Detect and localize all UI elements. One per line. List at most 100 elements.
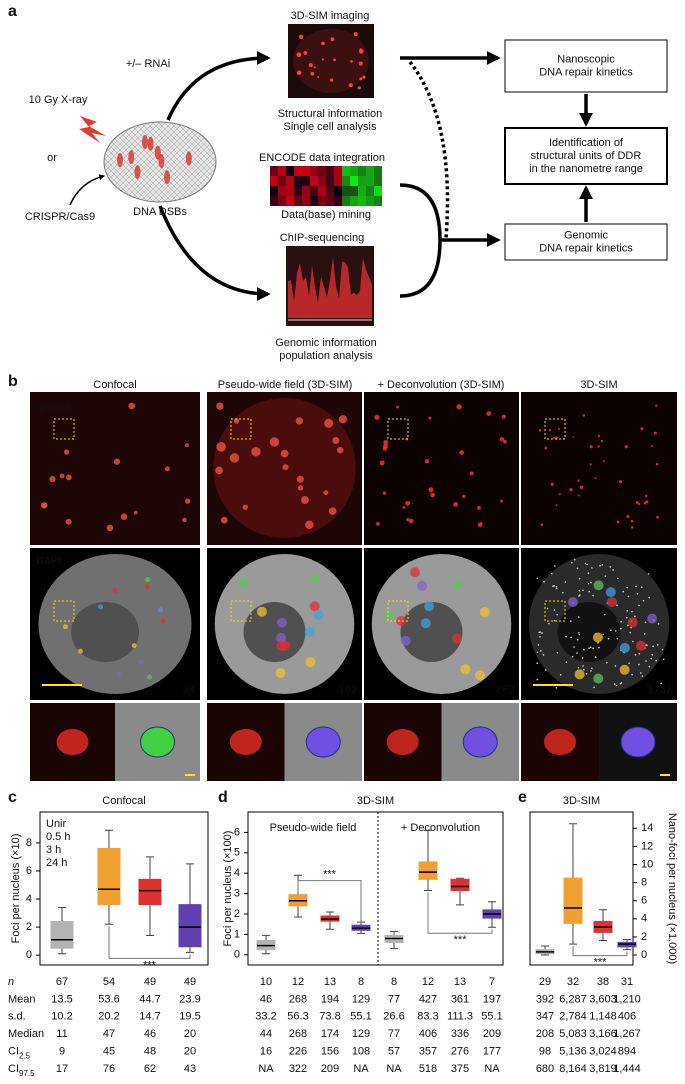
segmented-focus: [619, 642, 630, 653]
chromatin-dot: [578, 577, 581, 580]
chromatin-dot: [586, 563, 588, 566]
y-tick-label: 2: [26, 921, 32, 933]
chromatin-dot: [584, 562, 587, 565]
focus-spot: [501, 414, 506, 419]
segmented-focus: [131, 643, 137, 649]
table-cell: 375: [451, 1063, 469, 1075]
focus-spot: [317, 75, 320, 79]
focus-spot: [216, 442, 226, 452]
or-label: or: [47, 152, 57, 164]
box: [50, 920, 74, 949]
y-tick-label: 12: [641, 840, 653, 852]
heatmap-cell: [366, 166, 374, 176]
focus-spot: [569, 488, 573, 492]
result-box: [504, 39, 668, 93]
heatmap-cell: [358, 176, 366, 186]
chart-title: Confocal: [102, 795, 145, 807]
chromatin-dot: [543, 580, 545, 583]
focus-spot: [382, 491, 387, 495]
segmented-focus: [116, 671, 122, 677]
focus-spot: [638, 502, 641, 506]
chromatin-dot: [578, 633, 581, 636]
encode-title: ENCODE data integration: [259, 152, 385, 164]
irradiation-label: 10 Gy X-ray: [29, 94, 88, 106]
segmented-focus: [647, 613, 658, 624]
chromatin-dot: [614, 665, 617, 667]
column-title: Confocal: [93, 379, 136, 391]
focus-spot: [626, 514, 630, 518]
focus-spot: [59, 473, 65, 479]
chromatin-dot: [662, 658, 665, 661]
chromatin-dot: [620, 627, 622, 630]
chromatin-dot: [594, 656, 597, 658]
chromatin-dot: [540, 650, 542, 652]
table-cell: 44: [260, 1028, 272, 1040]
table-cell: 54: [103, 976, 115, 988]
chromatin-dot: [555, 687, 558, 689]
y-axis-label: Foci per nucleus (×10): [10, 834, 22, 944]
heatmap-cell: [350, 166, 358, 176]
table-cell: 1,267: [613, 1028, 641, 1040]
focus-spot: [582, 414, 586, 417]
table-cell: 49: [144, 976, 156, 988]
focus-spot: [42, 502, 48, 508]
segmented-focus: [593, 673, 604, 684]
focus-spot: [185, 498, 191, 504]
sim-nucleus: [293, 29, 369, 93]
row-label: Mean: [8, 993, 36, 1005]
focus-spot: [359, 77, 363, 81]
focus-spot: [428, 416, 432, 420]
table-cell: 392: [536, 993, 554, 1005]
table-cell: 17: [56, 1063, 68, 1075]
dotted-arrow: [408, 60, 450, 239]
row-label-main: CI: [8, 1046, 19, 1058]
chromatin-dot: [539, 635, 541, 638]
table-cell: 1,148: [589, 1011, 617, 1023]
plot-frame: [529, 811, 634, 966]
focus-spot: [280, 449, 289, 458]
row-label: s.d.: [8, 1011, 26, 1023]
table-cell: 129: [352, 993, 370, 1005]
segmented-focus: [62, 624, 68, 630]
chromatin-dot: [614, 630, 617, 632]
plot-frame: [39, 811, 209, 966]
chromatin-dot: [542, 654, 545, 656]
focus-spot: [645, 500, 649, 504]
focus-spot: [321, 41, 325, 46]
heatmap-cell: [350, 186, 358, 196]
row-label: Median: [8, 1028, 44, 1040]
chromatin-dot: [610, 629, 612, 632]
zoom-focus: [56, 729, 89, 755]
heatmap-cell: [366, 176, 374, 186]
chromatin-dot: [644, 621, 647, 624]
focus-spot: [577, 479, 580, 482]
chromatin-dot: [577, 666, 580, 669]
segmented-focus: [276, 640, 287, 651]
whisker-high: [488, 901, 496, 910]
focus-spot: [499, 437, 504, 442]
heatmap-cell: [334, 176, 342, 186]
chromatin-dot: [583, 668, 585, 671]
chromatin-dot: [603, 613, 606, 616]
table-cell: 55.1: [350, 1011, 371, 1023]
chromatin-dot: [592, 594, 594, 597]
chromatin-dot: [588, 590, 590, 593]
nucleolus: [243, 602, 306, 662]
table-cell: 8: [391, 976, 397, 988]
group-label: + Deconvolution: [401, 822, 480, 834]
merge-bracket: [399, 183, 442, 298]
focus-spot: [297, 485, 304, 491]
focus-spot: [579, 485, 584, 490]
nucleolus: [557, 602, 621, 662]
row-label: γH2AX: [38, 402, 73, 414]
chart-title: 3D-SIM: [357, 795, 394, 807]
row-label-sub: 2.5: [19, 1051, 31, 1060]
chip-title: ChIP-sequencing: [280, 232, 364, 244]
focus-spot: [332, 436, 340, 445]
focus-spot: [643, 501, 647, 505]
significance-label: ***: [454, 934, 468, 946]
chromatin-dot: [657, 644, 659, 646]
focus-spot: [486, 411, 492, 416]
focus-spot: [251, 446, 261, 457]
focus-spot: [333, 58, 336, 62]
